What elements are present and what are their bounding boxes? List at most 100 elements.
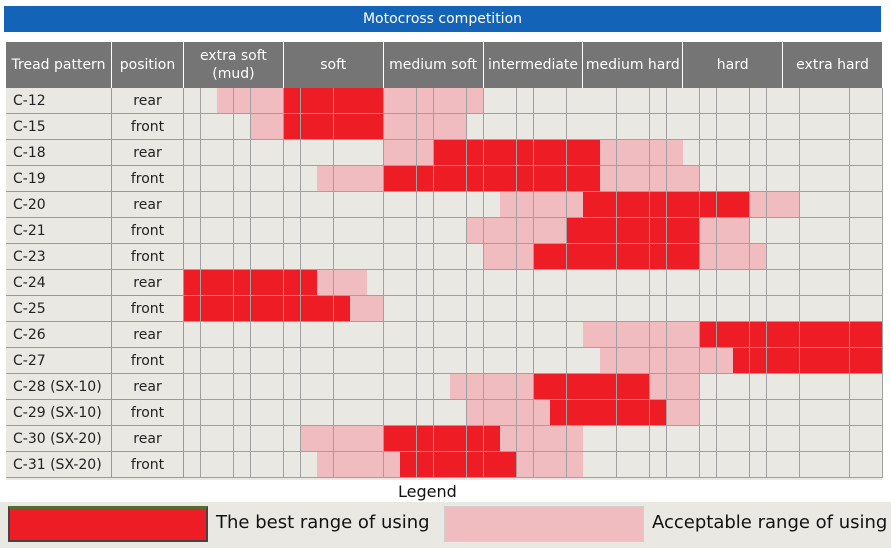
empty-cell <box>333 140 351 166</box>
header-hardness-class: soft <box>283 42 384 88</box>
empty-cell <box>283 192 301 218</box>
empty-cell <box>699 114 718 140</box>
row-position: rear <box>112 270 184 296</box>
empty-cell <box>749 400 767 426</box>
empty-cell <box>783 88 801 114</box>
empty-cell <box>783 166 801 192</box>
empty-cell <box>184 452 202 478</box>
acceptable-range-cell <box>616 322 634 348</box>
empty-cell <box>766 140 784 166</box>
empty-cell <box>300 192 318 218</box>
best-range-cell <box>233 270 252 296</box>
empty-cell <box>383 322 401 348</box>
empty-cell <box>716 114 734 140</box>
best-range-cell <box>533 166 551 192</box>
acceptable-range-cell <box>367 296 385 322</box>
best-range-cell <box>450 452 468 478</box>
header-position: position <box>112 42 184 88</box>
best-range-cell <box>866 348 884 374</box>
acceptable-range-cell <box>317 166 335 192</box>
best-range-cell <box>533 140 551 166</box>
empty-cell <box>833 192 851 218</box>
best-range-cell <box>633 244 651 270</box>
empty-cell <box>367 400 385 426</box>
best-range-cell <box>583 140 601 166</box>
empty-cell <box>300 374 318 400</box>
empty-cell <box>217 140 235 166</box>
best-range-cell <box>783 322 801 348</box>
empty-cell <box>616 88 634 114</box>
best-range-cell <box>749 348 767 374</box>
empty-cell <box>666 296 684 322</box>
empty-cell <box>450 244 468 270</box>
empty-cell <box>184 426 202 452</box>
best-range-cell <box>500 166 518 192</box>
empty-cell <box>417 400 435 426</box>
acceptable-range-cell <box>350 452 368 478</box>
acceptable-range-cell <box>217 88 235 114</box>
best-range-cell <box>699 192 718 218</box>
empty-cell <box>333 322 351 348</box>
best-range-cell <box>350 114 368 140</box>
acceptable-range-cell <box>500 374 518 400</box>
empty-cell <box>699 400 718 426</box>
empty-cell <box>433 374 451 400</box>
empty-cell <box>816 140 834 166</box>
acceptable-range-cell <box>350 270 368 296</box>
best-range-cell <box>600 218 618 244</box>
empty-cell <box>799 166 817 192</box>
empty-cell <box>799 218 817 244</box>
empty-cell <box>350 218 368 244</box>
empty-cell <box>267 426 285 452</box>
acceptable-range-cell <box>466 400 485 426</box>
empty-cell <box>317 348 335 374</box>
acceptable-range-cell <box>550 452 568 478</box>
acceptable-range-cell <box>633 140 651 166</box>
acceptable-range-cell <box>450 374 468 400</box>
best-range-cell <box>333 114 351 140</box>
empty-cell <box>400 296 418 322</box>
empty-cell <box>799 426 817 452</box>
empty-cell <box>400 270 418 296</box>
empty-cell <box>200 114 218 140</box>
best-range-cell <box>516 140 534 166</box>
empty-cell <box>383 218 401 244</box>
best-range-cell <box>650 400 668 426</box>
empty-cell <box>766 296 784 322</box>
empty-cell <box>483 270 501 296</box>
empty-cell <box>666 452 684 478</box>
acceptable-range-cell <box>350 166 368 192</box>
empty-cell <box>317 140 335 166</box>
empty-cell <box>799 400 817 426</box>
best-range-cell <box>816 348 834 374</box>
legend-acceptable-label: Acceptable range of using <box>652 512 888 533</box>
empty-cell <box>317 400 335 426</box>
empty-cell <box>849 218 867 244</box>
empty-cell <box>333 374 351 400</box>
best-range-cell <box>566 244 584 270</box>
empty-cell <box>267 400 285 426</box>
empty-cell <box>466 296 485 322</box>
empty-cell <box>400 400 418 426</box>
best-range-cell <box>433 166 451 192</box>
row-position: front <box>112 166 184 192</box>
empty-cell <box>184 140 202 166</box>
empty-cell <box>367 322 385 348</box>
empty-cell <box>699 426 718 452</box>
empty-cell <box>766 166 784 192</box>
empty-cell <box>799 114 817 140</box>
empty-cell <box>816 166 834 192</box>
best-range-cell <box>600 374 618 400</box>
empty-cell <box>566 88 584 114</box>
empty-cell <box>550 88 568 114</box>
empty-cell <box>666 114 684 140</box>
acceptable-range-cell <box>566 452 584 478</box>
acceptable-range-cell <box>683 348 701 374</box>
empty-cell <box>417 296 435 322</box>
empty-cell <box>699 452 718 478</box>
acceptable-range-cell <box>350 426 368 452</box>
empty-cell <box>766 374 784 400</box>
acceptable-range-cell <box>550 426 568 452</box>
best-range-cell <box>633 374 651 400</box>
empty-cell <box>383 270 401 296</box>
